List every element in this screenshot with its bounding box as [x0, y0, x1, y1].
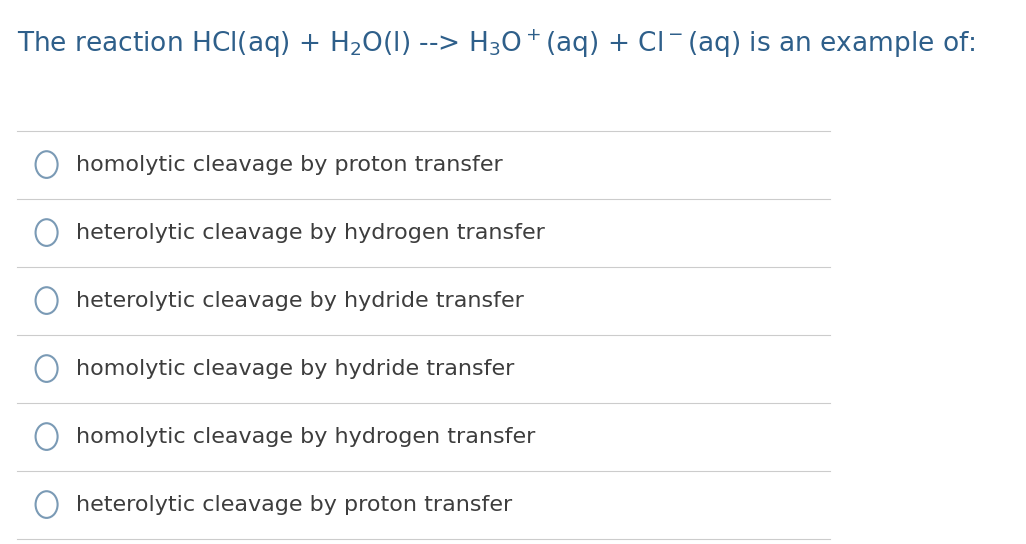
Text: heterolytic cleavage by hydrogen transfer: heterolytic cleavage by hydrogen transfe… — [76, 222, 545, 243]
Text: homolytic cleavage by hydrogen transfer: homolytic cleavage by hydrogen transfer — [76, 426, 536, 447]
Text: The reaction HCl(aq) + H$_2$O(l) --> H$_3$O$^+$(aq) + Cl$^-$(aq) is an example o: The reaction HCl(aq) + H$_2$O(l) --> H$_… — [17, 27, 976, 60]
Text: heterolytic cleavage by hydride transfer: heterolytic cleavage by hydride transfer — [76, 290, 524, 311]
Text: homolytic cleavage by proton transfer: homolytic cleavage by proton transfer — [76, 154, 503, 175]
Text: homolytic cleavage by hydride transfer: homolytic cleavage by hydride transfer — [76, 358, 515, 379]
Text: heterolytic cleavage by proton transfer: heterolytic cleavage by proton transfer — [76, 494, 512, 515]
